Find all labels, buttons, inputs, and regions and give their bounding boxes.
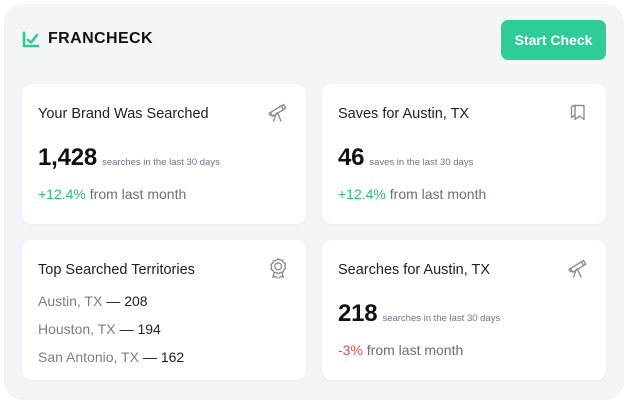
telescope-icon xyxy=(566,256,590,280)
metric-subtitle: searches in the last 30 days xyxy=(102,157,220,168)
change-suffix: from last month xyxy=(366,342,464,358)
award-icon xyxy=(266,256,290,280)
metric-subtitle: saves in the last 30 days xyxy=(369,157,474,168)
change-value: +12.4% xyxy=(338,186,386,202)
card-title: Searches for Austin, TX xyxy=(338,262,491,278)
change-row: +12.4% from last month xyxy=(38,186,186,202)
metric: 1,428 searches in the last 30 days xyxy=(38,144,220,172)
metric-subtitle: searches in the last 30 days xyxy=(382,313,501,324)
change-row: -3% from last month xyxy=(338,342,463,358)
list-item: Houston, TX — 194 xyxy=(38,319,184,347)
metric-value: 218 xyxy=(338,300,378,327)
header: FRANCHECK Start Check xyxy=(4,4,624,80)
change-suffix: from last month xyxy=(89,186,187,202)
metric: 46 saves in the last 30 days xyxy=(338,144,473,172)
change-value: +12.4% xyxy=(38,186,86,202)
territory-name: Houston, TX xyxy=(38,321,116,337)
top-territories-card: Top Searched Territories Austin, TX — 208… xyxy=(22,240,306,380)
dashboard-panel: FRANCHECK Start Check Your Brand Was Sea… xyxy=(4,4,624,400)
card-title: Saves for Austin, TX xyxy=(338,106,470,122)
bookmark-icon xyxy=(566,100,590,124)
card-title: Top Searched Territories xyxy=(38,262,195,278)
territory-count: — 162 xyxy=(142,349,185,365)
territory-count: — 194 xyxy=(119,321,161,337)
change-row: +12.4% from last month xyxy=(338,186,486,202)
metric-value: 46 xyxy=(338,144,365,171)
metric-value: 1,428 xyxy=(38,144,98,171)
card-title: Your Brand Was Searched xyxy=(38,106,209,122)
territory-name: San Antonio, TX xyxy=(38,349,139,365)
metric: 218 searches in the last 30 days xyxy=(338,300,500,328)
saves-card: Saves for Austin, TX 46 saves in the las… xyxy=(322,84,606,224)
logo: FRANCHECK xyxy=(22,30,153,48)
app-name: FRANCHECK xyxy=(48,30,153,47)
territory-list: Austin, TX — 208 Houston, TX — 194 San Ant… xyxy=(38,291,184,375)
territory-count: — 208 xyxy=(106,293,148,309)
telescope-icon xyxy=(266,100,290,124)
start-check-button[interactable]: Start Check xyxy=(501,20,606,60)
list-item: San Antonio, TX — 162 xyxy=(38,347,184,375)
francheck-logo-icon xyxy=(22,31,40,48)
list-item: Austin, TX — 208 xyxy=(38,291,184,319)
change-suffix: from last month xyxy=(389,186,487,202)
change-value: -3% xyxy=(338,342,363,358)
searches-austin-card: Searches for Austin, TX 218 searches in … xyxy=(322,240,606,380)
territory-name: Austin, TX xyxy=(38,293,103,309)
brand-searched-card: Your Brand Was Searched 1,428 searches i… xyxy=(22,84,306,224)
